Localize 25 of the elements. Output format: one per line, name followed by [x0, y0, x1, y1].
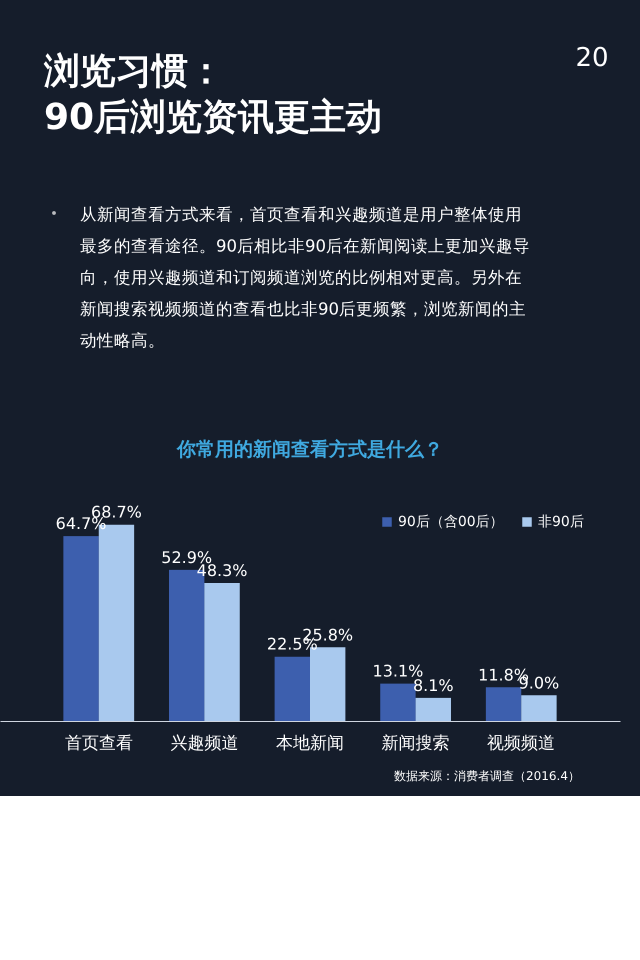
x-tick-label: 新闻搜索 [382, 734, 450, 754]
bar [521, 695, 557, 721]
text: 90后浏览资讯更主动 [44, 97, 382, 138]
chart-title: 你常用的新闻查看方式是什么？ [176, 438, 443, 461]
source-note: 数据来源：消费者调查（2016.4） [394, 769, 580, 783]
x-tick-label: 首页查看 [64, 734, 133, 754]
legend-label: 非90后 [538, 514, 584, 530]
x-tick-label: 兴趣频道 [170, 734, 238, 754]
x-tick-label: 视频频道 [487, 734, 556, 754]
text: 向，使用兴趣频道和订阅频道浏览的比例相对更高。另外在 [80, 268, 522, 287]
text: 20 [575, 43, 609, 73]
text: 动性略高。 [80, 331, 165, 350]
text: 浏览习惯： [43, 51, 224, 92]
x-tick-label: 本地新闻 [276, 734, 344, 754]
text: 最多的查看途径。90后相比非90后在新闻阅读上更加兴趣导 [80, 236, 530, 256]
bar [274, 656, 310, 721]
bar [486, 687, 522, 721]
bar [204, 583, 240, 721]
bar [416, 698, 452, 721]
bar [380, 684, 416, 721]
legend-label: 90后（含00后） [398, 514, 504, 530]
data-label: 8.1% [412, 676, 454, 695]
text: 新闻搜索视频频道的查看也比非90后更频繁，浏览新闻的主 [80, 300, 526, 318]
bar [63, 536, 99, 721]
text: 从新闻查看方式来看，首页查看和兴趣频道是用户整体使用 [80, 205, 522, 224]
